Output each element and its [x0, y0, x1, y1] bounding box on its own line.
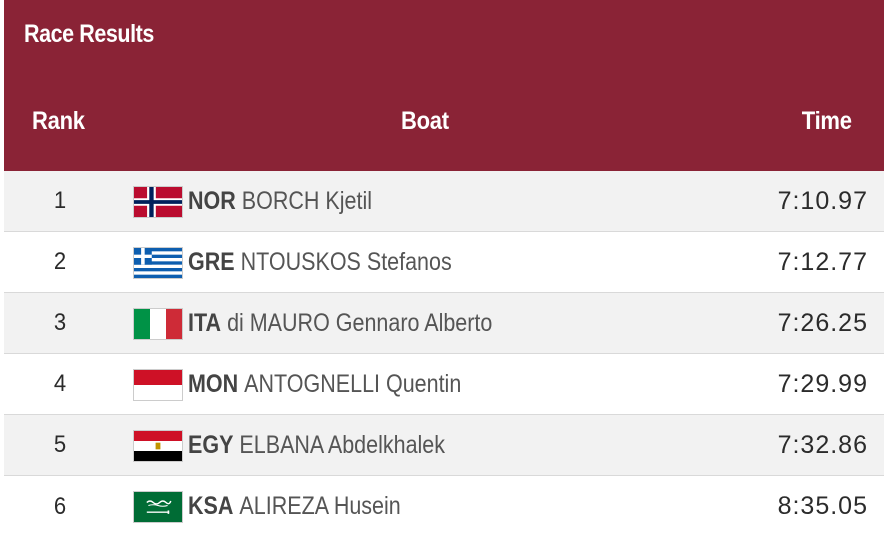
- race-results-table: Race Results Rank Boat Time 1 NOR BORCH …: [4, 0, 884, 537]
- greece-flag-icon: [133, 247, 183, 279]
- athlete-full-name: NTOUSKOS Stefanos: [240, 247, 452, 276]
- time-cell: 7:10.97: [777, 186, 868, 215]
- norway-flag-icon: [133, 186, 183, 218]
- athlete-name[interactable]: ITA di MAURO Gennaro Alberto: [188, 293, 492, 353]
- athlete-name[interactable]: MON ANTOGNELLI Quentin: [188, 354, 461, 414]
- rank-cell: 2: [53, 248, 67, 275]
- athlete-full-name: BORCH Kjetil: [241, 186, 373, 215]
- table-row: 4 MON ANTOGNELLI Quentin 7:29.99: [4, 354, 884, 415]
- time-cell: 7:32.86: [777, 430, 868, 459]
- athlete-name[interactable]: GRE NTOUSKOS Stefanos: [188, 232, 452, 292]
- time-cell: 8:35.05: [777, 492, 868, 520]
- athlete-full-name: di MAURO Gennaro Alberto: [227, 308, 493, 337]
- table-row: 1 NOR BORCH Kjetil 7:10.97: [4, 171, 884, 232]
- rank-cell: 5: [53, 431, 67, 458]
- time-cell: 7:29.99: [777, 369, 868, 398]
- country-code: ITA: [188, 308, 222, 337]
- table-row: 2 GRE NTOUSKOS Stefanos 7:12.77: [4, 232, 884, 293]
- rank-cell: 4: [53, 370, 67, 397]
- athlete-name[interactable]: KSA ALIREZA Husein: [188, 476, 401, 537]
- athlete-name[interactable]: EGY ELBANA Abdelkhalek: [188, 415, 445, 475]
- athlete-full-name: ANTOGNELLI Quentin: [244, 369, 462, 398]
- rank-cell: 1: [53, 187, 67, 214]
- country-code: MON: [188, 369, 239, 398]
- athlete-full-name: ELBANA Abdelkhalek: [239, 430, 446, 459]
- country-code: EGY: [188, 430, 234, 459]
- athlete-name[interactable]: NOR BORCH Kjetil: [188, 171, 372, 231]
- monaco-flag-icon: [133, 369, 183, 401]
- results-header-banner: Race Results Rank Boat Time: [4, 0, 884, 171]
- athlete-full-name: ALIREZA Husein: [239, 492, 401, 520]
- column-header-rank[interactable]: Rank: [32, 107, 85, 135]
- country-code: NOR: [188, 186, 236, 215]
- country-code: KSA: [188, 492, 234, 520]
- results-title: Race Results: [24, 20, 154, 48]
- table-row: 6 KSA ALIREZA Husein 8:35.05: [4, 476, 884, 537]
- column-header-time[interactable]: Time: [802, 107, 852, 135]
- column-header-boat[interactable]: Boat: [401, 107, 449, 135]
- table-row: 5 EGY ELBANA Abdelkhalek 7:32.86: [4, 415, 884, 476]
- time-cell: 7:26.25: [777, 308, 868, 337]
- egypt-flag-icon: [133, 430, 183, 462]
- table-row: 3 ITA di MAURO Gennaro Alberto 7:26.25: [4, 293, 884, 354]
- time-cell: 7:12.77: [777, 247, 868, 276]
- saudi-arabia-flag-icon: [133, 491, 183, 523]
- italy-flag-icon: [133, 308, 183, 340]
- country-code: GRE: [188, 247, 235, 276]
- rank-cell: 3: [53, 309, 67, 336]
- rank-cell: 6: [53, 492, 67, 520]
